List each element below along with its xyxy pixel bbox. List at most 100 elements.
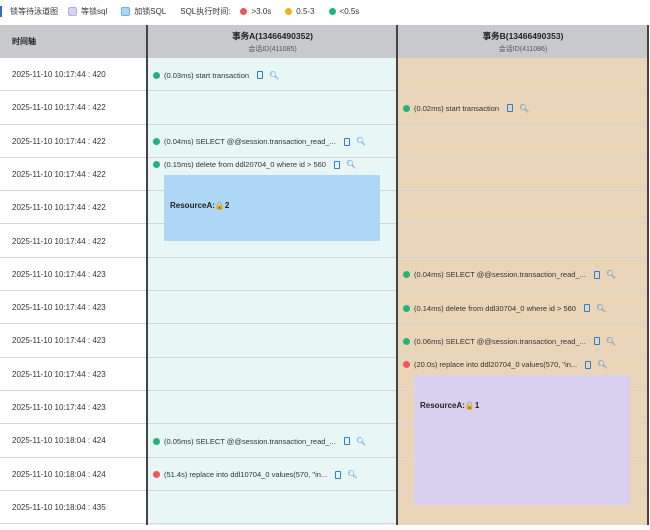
sql-text: (51.4s) replace into ddl10704_0 values(5…	[164, 470, 328, 480]
sql-item[interactable]: (0.14ms) delete from ddl30704_0 where id…	[403, 302, 606, 314]
header-time: 时间轴	[0, 25, 147, 58]
green-status-dot-icon	[153, 138, 160, 146]
table-row: 2025-11-10 10:17:44 : 423	[0, 324, 648, 358]
swimlane-table: 时间轴 事务A(13466490352) 会话ID(411085) 事务B(134…	[0, 25, 650, 525]
lane-a	[148, 58, 397, 525]
search-icon[interactable]: 🔍︎	[345, 160, 357, 170]
sql-item[interactable]: (0.15ms) delete from ddl20704_0 where id…	[153, 159, 356, 171]
sql-item[interactable]: (0.04ms) SELECT @@session.transaction_re…	[153, 136, 366, 148]
row-time: 2025-11-10 10:17:44 : 422	[12, 203, 106, 213]
table-row: 2025-11-10 10:17:44 : 422	[0, 91, 648, 125]
copy-icon[interactable]	[343, 137, 350, 146]
sql-text: (0.14ms) delete from ddl30704_0 where id…	[414, 303, 576, 313]
search-icon[interactable]: 🔍︎	[269, 70, 280, 80]
sql-item[interactable]: (0.04ms) SELECT @@session.transaction_re…	[403, 269, 616, 281]
red-status-dot-icon	[403, 361, 410, 369]
row-time: 2025-11-10 10:17:44 : 423	[12, 269, 106, 279]
copy-icon[interactable]	[257, 71, 264, 79]
copy-icon[interactable]	[585, 360, 592, 369]
sql-text: (20.0s) replace into ddl20704_0 values(5…	[414, 360, 578, 370]
divider	[396, 25, 398, 525]
lock-block-a[interactable]: ResourceA:🔒2	[164, 175, 380, 241]
legend-orange-label: 0.5-3	[296, 6, 315, 16]
table-row: 2025-11-10 10:18:04 : 435	[0, 491, 648, 525]
sql-item[interactable]: (0.06ms) SELECT @@session.transaction_re…	[403, 335, 616, 347]
copy-icon[interactable]	[335, 470, 342, 479]
table-row: 2025-11-10 10:17:44 : 423	[0, 358, 648, 391]
search-icon[interactable]: 🔍︎	[605, 336, 616, 346]
search-icon[interactable]: 🔍︎	[605, 270, 616, 280]
wait-resource-label: ResourceA:	[420, 401, 465, 410]
green-status-dot-icon	[153, 437, 160, 445]
sql-text: (0.02ms) start transaction	[414, 103, 500, 113]
green-status-dot-icon	[403, 104, 410, 112]
red-dot-icon	[240, 7, 248, 15]
legend-wait-sql: 等锁sql	[68, 6, 107, 17]
lock-count: 2	[224, 201, 230, 210]
transaction-b-session: 会话ID(411086)	[498, 45, 548, 53]
table-row: 2025-11-10 10:17:44 : 422	[0, 225, 648, 258]
copy-icon[interactable]	[507, 104, 514, 113]
row-time: 2025-11-10 10:17:44 : 422	[12, 236, 106, 246]
green-status-dot-icon	[403, 304, 410, 312]
row-time: 2025-11-10 10:17:44 : 422	[12, 169, 106, 179]
legend-accent-bar	[0, 5, 2, 17]
red-status-dot-icon	[153, 471, 160, 479]
sql-item[interactable]: (20.0s) replace into ddl20704_0 values(5…	[403, 359, 607, 371]
row-time: 2025-11-10 10:18:04 : 435	[12, 502, 106, 512]
search-icon[interactable]: 🔍︎	[597, 360, 608, 370]
transaction-a-title: 事务A(13466490352)	[232, 30, 313, 41]
green-status-dot-icon	[403, 271, 410, 279]
legend: 锁等待泳道图 等锁sql 加锁SQL SQL执行时间: >3.0s 0.5-3 …	[0, 4, 367, 18]
wait-block-b[interactable]: ResourceA:🔒1	[414, 375, 630, 505]
sql-item[interactable]: (51.4s) replace into ddl10704_0 values(5…	[153, 469, 357, 481]
legend-orange: 0.5-3	[285, 6, 315, 16]
divider	[647, 25, 649, 525]
header-transaction-b: 事务B(13466490353) 会话ID(411086)	[398, 25, 648, 58]
legend-red-label: >3.0s	[251, 6, 272, 16]
legend-green: <0.5s	[328, 6, 360, 16]
copy-icon[interactable]	[593, 270, 600, 279]
row-time: 2025-11-10 10:18:04 : 424	[12, 469, 106, 479]
sql-item[interactable]: (0.03ms) start transaction 🔍︎	[153, 69, 279, 81]
copy-icon[interactable]	[333, 160, 340, 169]
divider	[146, 25, 148, 525]
row-time: 2025-11-10 10:17:44 : 422	[12, 103, 106, 113]
lock-resource-label: ResourceA:	[170, 201, 215, 210]
legend-red: >3.0s	[240, 7, 271, 16]
table-row: 2025-11-10 10:17:44 : 420	[0, 58, 648, 92]
wait-count: 1	[474, 401, 480, 410]
transaction-a-session: 会话ID(411085)	[248, 45, 297, 53]
copy-icon[interactable]	[343, 437, 350, 446]
green-status-dot-icon	[153, 161, 160, 169]
table-row: 2025-11-10 10:18:04 : 424	[0, 424, 648, 458]
legend-lock-sql: 加锁SQL	[121, 6, 166, 17]
wait-swatch	[68, 6, 77, 16]
search-icon[interactable]: 🔍︎	[519, 103, 530, 113]
table-row: 2025-11-10 10:17:44 : 422	[0, 125, 648, 158]
sql-text: (0.03ms) start transaction	[164, 70, 250, 80]
sql-item[interactable]: (0.05ms) SELECT @@session.transaction_re…	[153, 435, 366, 447]
search-icon[interactable]: 🔍︎	[595, 303, 607, 313]
lock-wait-icon: 🔒	[464, 401, 475, 410]
search-icon[interactable]: 🔍︎	[347, 470, 358, 480]
lock-swatch	[121, 6, 131, 16]
legend-wait-label: 等锁sql	[81, 6, 108, 16]
copy-icon[interactable]	[593, 337, 600, 346]
legend-title: 锁等待泳道图	[10, 6, 58, 16]
row-time: 2025-11-10 10:17:44 : 423	[12, 336, 106, 346]
sql-text: (0.05ms) SELECT @@session.transaction_re…	[164, 436, 336, 446]
sql-item[interactable]: (0.02ms) start transaction 🔍︎	[403, 102, 529, 114]
legend-green-label: <0.5s	[339, 6, 360, 16]
sql-text: (0.04ms) SELECT @@session.transaction_re…	[164, 137, 336, 147]
row-time: 2025-11-10 10:18:04 : 424	[12, 436, 106, 446]
table-row: 2025-11-10 10:17:44 : 423	[0, 391, 648, 425]
copy-icon[interactable]	[583, 304, 590, 313]
sql-text: (0.15ms) delete from ddl20704_0 where id…	[164, 160, 326, 170]
header-time-label: 时间轴	[12, 37, 36, 46]
search-icon[interactable]: 🔍︎	[355, 436, 366, 446]
lock-icon: 🔒	[214, 201, 225, 210]
legend-exec-label: SQL执行时间:	[180, 6, 231, 16]
legend-lock-label: 加锁SQL	[134, 6, 167, 16]
search-icon[interactable]: 🔍︎	[355, 137, 366, 147]
